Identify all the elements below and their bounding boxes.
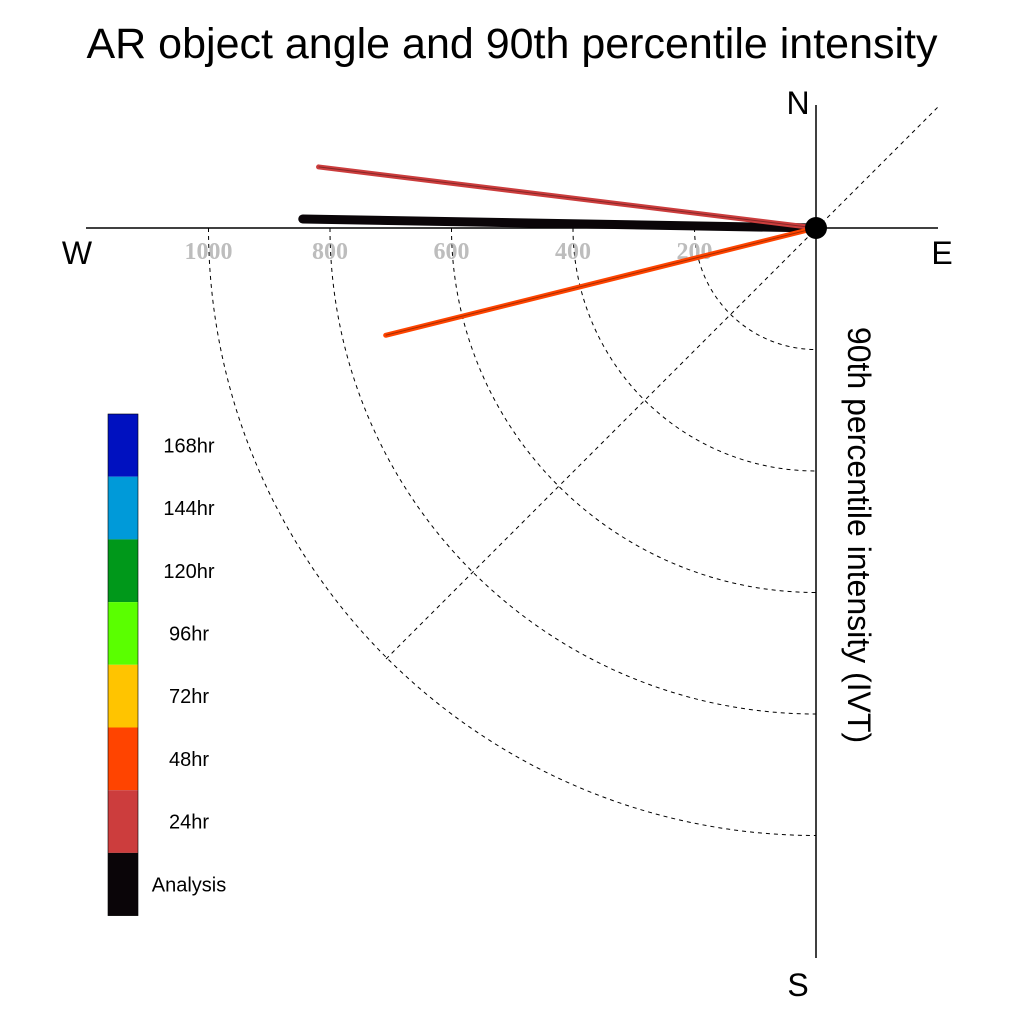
legend-swatch-168hr: [108, 414, 138, 477]
vector-48hr: [383, 225, 819, 338]
tick-label-400: 400: [555, 239, 591, 265]
legend-label-168hr: 168hr: [163, 435, 214, 457]
legend-label-72hr: 72hr: [169, 686, 209, 708]
legend-label-120hr: 120hr: [163, 561, 214, 583]
vector-analysis: [298, 214, 821, 233]
legend-swatch-144hr: [108, 476, 138, 540]
ring-200: [694, 227, 817, 350]
legend-label-24hr: 24hr: [169, 812, 209, 834]
legend-swatch-120hr: [108, 539, 138, 603]
legend-label-48hr: 48hr: [169, 749, 209, 771]
tick-label-800: 800: [312, 239, 348, 265]
legend: 168hr 144hr 120hr 96hr 72hr 48hr 24hr Analysis: [107, 413, 226, 916]
legend-swatch-analysis: [108, 852, 138, 916]
vector-24hr: [316, 164, 819, 231]
legend-frame: [107, 413, 139, 916]
ring-600: [451, 227, 817, 593]
vector-series: [298, 164, 821, 338]
radial-axis-label: 90th percentile intensity (IVT): [841, 327, 877, 743]
ring-1000: [208, 227, 817, 836]
ring-800: [329, 227, 817, 715]
south-label: S: [787, 967, 808, 1003]
legend-swatch-24hr: [108, 790, 138, 853]
legend-swatch-72hr: [108, 664, 138, 728]
legend-label-96hr: 96hr: [169, 623, 209, 645]
east-label: E: [931, 235, 952, 271]
tick-label-1000: 1000: [185, 239, 233, 265]
radial-rings: [208, 227, 817, 836]
diagonal-reference-line: [385, 104, 941, 660]
legend-swatch-96hr: [108, 602, 138, 665]
west-label: W: [62, 235, 93, 271]
legend-label-analysis: Analysis: [152, 874, 226, 896]
legend-swatch-48hr: [108, 727, 138, 791]
north-label: N: [786, 85, 809, 121]
chart-title: AR object angle and 90th percentile inte…: [87, 20, 938, 68]
legend-label-144hr: 144hr: [163, 498, 214, 520]
tick-label-600: 600: [434, 239, 470, 265]
origin-marker: [805, 217, 827, 239]
